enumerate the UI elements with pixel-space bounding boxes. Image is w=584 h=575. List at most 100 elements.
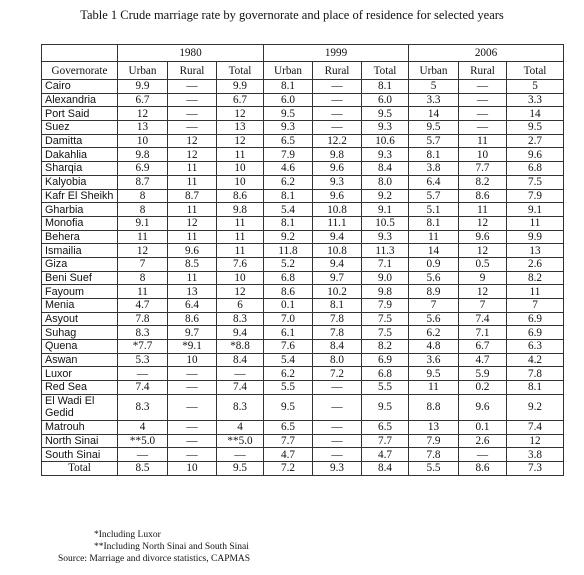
table-cell: 9.9 bbox=[216, 79, 264, 94]
column-header: Total bbox=[506, 61, 564, 80]
table-cell: 2.6 bbox=[506, 256, 564, 272]
table-cell: 7.7 bbox=[458, 161, 507, 176]
table-cell: *9.1 bbox=[167, 339, 217, 354]
table-cell: 6.9 bbox=[506, 325, 564, 341]
column-header: Urban bbox=[117, 61, 168, 80]
table-cell: — bbox=[458, 106, 507, 122]
footnote-sinai: **Including North Sinai and South Sinai bbox=[94, 542, 249, 552]
table-cell: 13 bbox=[408, 419, 459, 435]
governorate-name: North Sinai bbox=[41, 433, 118, 449]
table-cell: 9.5 bbox=[361, 393, 409, 421]
table-cell: 11 bbox=[117, 229, 168, 245]
table-cell: 11 bbox=[167, 270, 217, 286]
table-row: Sharqia 6.9 11 10 4.6 9.6 8.4 3.8 7.7 6.8 bbox=[41, 161, 564, 176]
table-cell: 10 bbox=[458, 147, 507, 163]
table-cell: 7.4 bbox=[216, 380, 264, 395]
table-cell: 8.3 bbox=[216, 311, 264, 327]
table-cell: 7.8 bbox=[312, 325, 362, 341]
table-cell: 5.7 bbox=[408, 188, 459, 204]
governorate-name: Gharbia bbox=[41, 202, 118, 217]
table-row: Total 8.5 10 9.5 7.2 9.3 8.4 5.5 8.6 7.3 bbox=[41, 460, 564, 476]
governorate-name: Kalyobia bbox=[41, 174, 118, 190]
table-cell: 9.4 bbox=[216, 325, 264, 341]
table-notes: *Including Luxor **Including North Sinai… bbox=[58, 529, 250, 565]
table-row: Suez 13—13 9.3—9.3 9.5—9.5 bbox=[41, 120, 564, 135]
table-row: Gharbia 8 11 9.8 5.4 10.8 9.1 5.1 11 9.1 bbox=[41, 202, 564, 217]
table-cell: 6.8 bbox=[506, 161, 564, 176]
table-cell: 5.5 bbox=[263, 380, 313, 395]
table-cell: 6.8 bbox=[361, 366, 409, 382]
column-header: Urban bbox=[408, 61, 459, 80]
table-cell: 5 bbox=[506, 79, 564, 94]
table-cell: 5.1 bbox=[408, 202, 459, 217]
table-cell: 8.6 bbox=[216, 188, 264, 204]
table-cell: 8.2 bbox=[458, 174, 507, 190]
table-cell: — bbox=[312, 92, 362, 108]
table-cell: 8.6 bbox=[458, 188, 507, 204]
governorate-name: Damitta bbox=[41, 133, 118, 149]
table-cell: 6.8 bbox=[263, 270, 313, 286]
table-cell: 8.3 bbox=[216, 393, 264, 421]
table-cell: 4.7 bbox=[263, 447, 313, 462]
year-header-1999: 1999 bbox=[263, 44, 409, 62]
table-cell: 12 bbox=[167, 133, 217, 149]
table-cell: 5.5 bbox=[408, 460, 459, 476]
table-cell: 11 bbox=[216, 229, 264, 245]
table-cell: 7.7 bbox=[361, 433, 409, 449]
table-row: Kafr El Sheikh 8 8.7 8.6 8.1 9.6 9.2 5.7 8.6 7.9 bbox=[41, 188, 564, 204]
table-cell: 8.4 bbox=[312, 339, 362, 354]
table-cell: 7.3 bbox=[506, 460, 564, 476]
header-blank-cell bbox=[41, 44, 118, 62]
column-header: Rural bbox=[312, 61, 362, 80]
governorate-name: Kafr El Sheikh bbox=[41, 188, 118, 204]
table-row: Cairo 9.9—9.9 8.1—8.1 5—5 bbox=[41, 79, 564, 94]
table-cell: 8.5 bbox=[117, 460, 168, 476]
table-cell: — bbox=[117, 366, 168, 382]
table-cell: 9.1 bbox=[361, 202, 409, 217]
table-cell: — bbox=[167, 106, 217, 122]
table-cell: 4.7 bbox=[361, 447, 409, 462]
table-cell: 6.5 bbox=[263, 419, 313, 435]
table-cell: 12 bbox=[458, 284, 507, 299]
table-cell: — bbox=[312, 419, 362, 435]
table-cell: 10.8 bbox=[312, 202, 362, 217]
table-row: Alexandria 6.7—6.7 6.0—6.0 3.3—3.3 bbox=[41, 92, 564, 108]
table-cell: — bbox=[312, 393, 362, 421]
table-cell: 11 bbox=[216, 215, 264, 231]
table-cell: 8.1 bbox=[506, 380, 564, 395]
table-cell: 0.1 bbox=[263, 298, 313, 313]
table-cell: 0.9 bbox=[408, 256, 459, 272]
governorate-name: Matrouh bbox=[41, 419, 118, 435]
table-cell: 9.5 bbox=[263, 393, 313, 421]
table-row: Ismailia 12 9.6 11 11.8 10.8 11.3 14 12 13 bbox=[41, 243, 564, 258]
table-cell: 11.8 bbox=[263, 243, 313, 258]
table-cell: 5.6 bbox=[408, 311, 459, 327]
governorate-name: Beni Suef bbox=[41, 270, 118, 286]
table-row: Asyout 7.8 8.6 8.3 7.0 7.8 7.5 5.6 7.4 6.9 bbox=[41, 311, 564, 327]
table-cell: 6.0 bbox=[263, 92, 313, 108]
table-cell: — bbox=[312, 380, 362, 395]
table-cell: 13 bbox=[117, 120, 168, 135]
table-cell: 9.6 bbox=[167, 243, 217, 258]
table-cell: — bbox=[167, 366, 217, 382]
table-cell: 5.9 bbox=[458, 366, 507, 382]
table-cell: 8.3 bbox=[117, 393, 168, 421]
table-cell: 9.2 bbox=[263, 229, 313, 245]
table-cell: 7 bbox=[458, 298, 507, 313]
table-cell: 7.8 bbox=[408, 447, 459, 462]
governorate-name: Fayoum bbox=[41, 284, 118, 299]
table-cell: 8.8 bbox=[408, 393, 459, 421]
table-cell: 9.6 bbox=[458, 393, 507, 421]
table-cell: 10 bbox=[216, 270, 264, 286]
table-cell: 11 bbox=[408, 380, 459, 395]
table-row: El Wadi El Gedid 8.3—8.3 9.5—9.5 8.8 9.6 9.2 bbox=[41, 393, 564, 421]
table-row: Menia 4.7 6.4 6 0.1 8.1 7.9 7 7 7 bbox=[41, 298, 564, 313]
table-cell: — bbox=[167, 79, 217, 94]
table-cell: 11.3 bbox=[361, 243, 409, 258]
table-cell: 6.2 bbox=[408, 325, 459, 341]
table-cell: 7.9 bbox=[263, 147, 313, 163]
table-cell: 9.9 bbox=[506, 229, 564, 245]
table-cell: 8.1 bbox=[263, 215, 313, 231]
table-cell: 10 bbox=[167, 460, 217, 476]
governorate-column-header: Governorate bbox=[41, 61, 118, 80]
